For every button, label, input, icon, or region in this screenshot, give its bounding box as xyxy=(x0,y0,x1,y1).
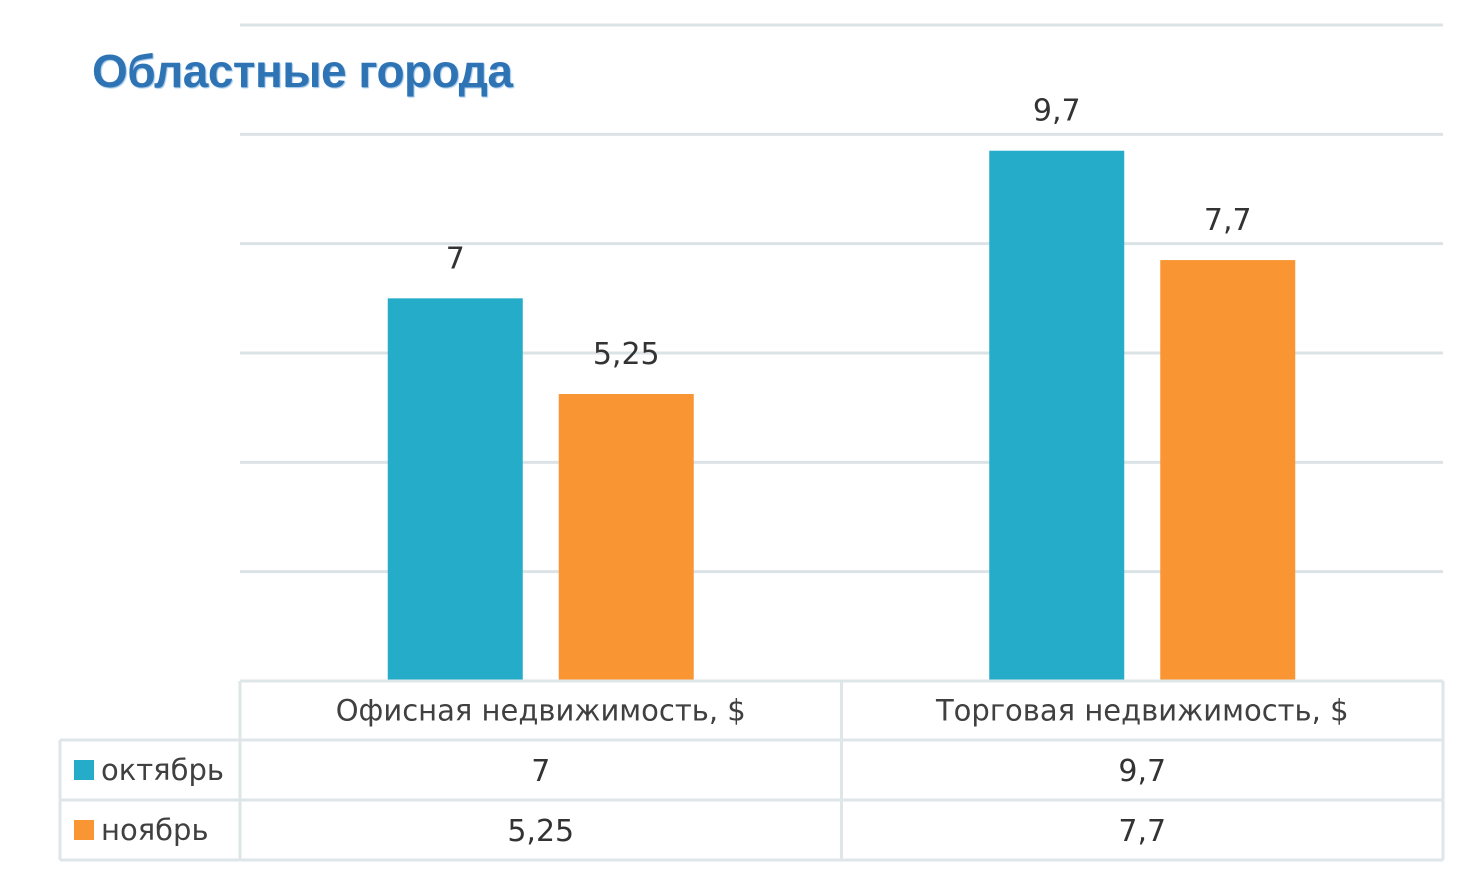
table-cell-value: 5,25 xyxy=(507,814,574,849)
legend-label: октябрь xyxy=(101,753,224,787)
table-cell-value: 7 xyxy=(531,754,550,789)
chart-title: Областные города xyxy=(92,45,513,97)
bar-october-1 xyxy=(989,150,1125,681)
bar-november-1 xyxy=(1160,260,1296,681)
data-label: 5,25 xyxy=(593,337,660,372)
legend-key-october xyxy=(74,760,94,780)
data-label: 7 xyxy=(446,241,465,276)
legend-label: ноябрь xyxy=(101,813,209,847)
data-labels: 7 5,25 9,7 7,7 xyxy=(446,94,1252,372)
data-label: 9,7 xyxy=(1033,94,1081,129)
legend-key-november xyxy=(74,820,94,840)
data-label: 7,7 xyxy=(1204,203,1252,238)
bar-november-0 xyxy=(558,394,694,681)
table-cell-value: 7,7 xyxy=(1118,814,1166,849)
data-table: Офисная недвижимость, $ Торговая недвижим… xyxy=(58,679,1445,862)
bars xyxy=(387,150,1296,681)
category-label: Торговая недвижимость, $ xyxy=(935,694,1349,728)
table-cell-value: 9,7 xyxy=(1118,754,1166,789)
bar-october-0 xyxy=(387,298,523,681)
category-label: Офисная недвижимость, $ xyxy=(336,694,746,728)
